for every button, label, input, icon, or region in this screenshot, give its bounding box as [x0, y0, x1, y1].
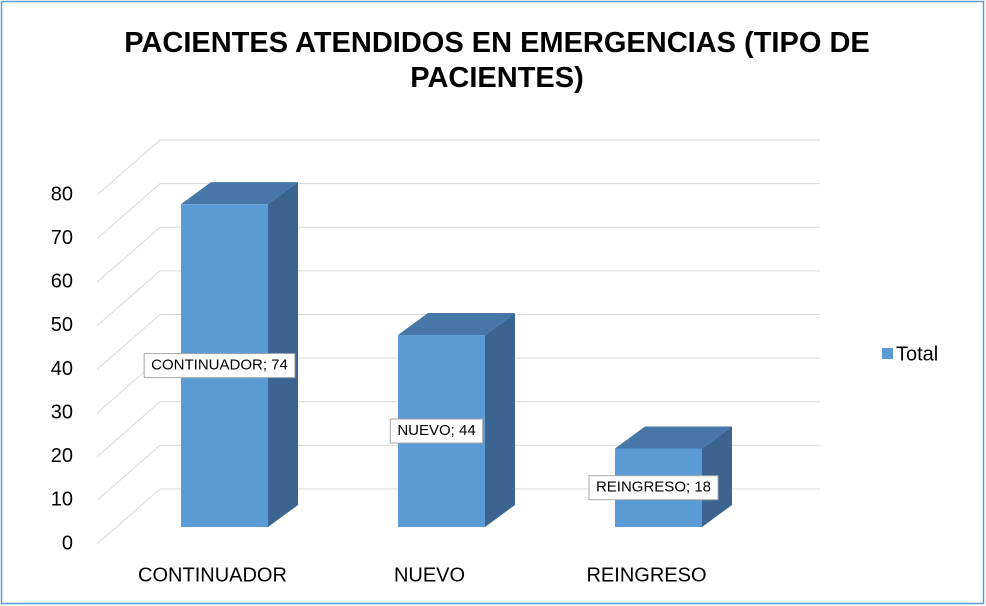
- bar-side: [485, 313, 515, 527]
- grid-line: [96, 401, 820, 458]
- grid-line: [96, 139, 820, 196]
- data-label: NUEVO; 44: [397, 422, 475, 439]
- y-tick-label: 60: [51, 271, 73, 293]
- legend-swatch: [882, 348, 893, 359]
- y-tick-label: 0: [62, 532, 73, 554]
- bar-top: [398, 313, 515, 336]
- y-tick-label: 30: [51, 401, 73, 423]
- label-box: [389, 418, 484, 444]
- data-label: CONTINUADOR; 74: [151, 357, 288, 374]
- grid-line: [96, 444, 820, 501]
- x-tick-label: NUEVO: [394, 564, 465, 586]
- x-tick-label: CONTINUADOR: [138, 564, 287, 586]
- grid-line: [96, 183, 820, 240]
- grid-line: [96, 314, 820, 370]
- label-box: [588, 475, 719, 501]
- bar-top: [615, 426, 732, 449]
- x-tick-label: REINGRESO: [586, 564, 706, 586]
- y-tick-label: 40: [51, 358, 73, 380]
- y-tick-label: 50: [51, 314, 73, 336]
- chart-title: PACIENTES ATENDIDOS EN EMERGENCIAS (TIPO…: [124, 27, 870, 94]
- data-label: REINGRESO; 18: [596, 479, 711, 496]
- grid-line: [96, 226, 820, 283]
- grid-line: [96, 270, 820, 327]
- y-tick-label: 20: [51, 445, 73, 467]
- y-tick-label: 80: [51, 183, 73, 205]
- y-tick-label: 70: [51, 227, 73, 249]
- label-box: [143, 353, 296, 379]
- y-tick-label: 10: [51, 489, 73, 511]
- legend-label: Total: [896, 343, 938, 365]
- bar-top: [181, 182, 298, 205]
